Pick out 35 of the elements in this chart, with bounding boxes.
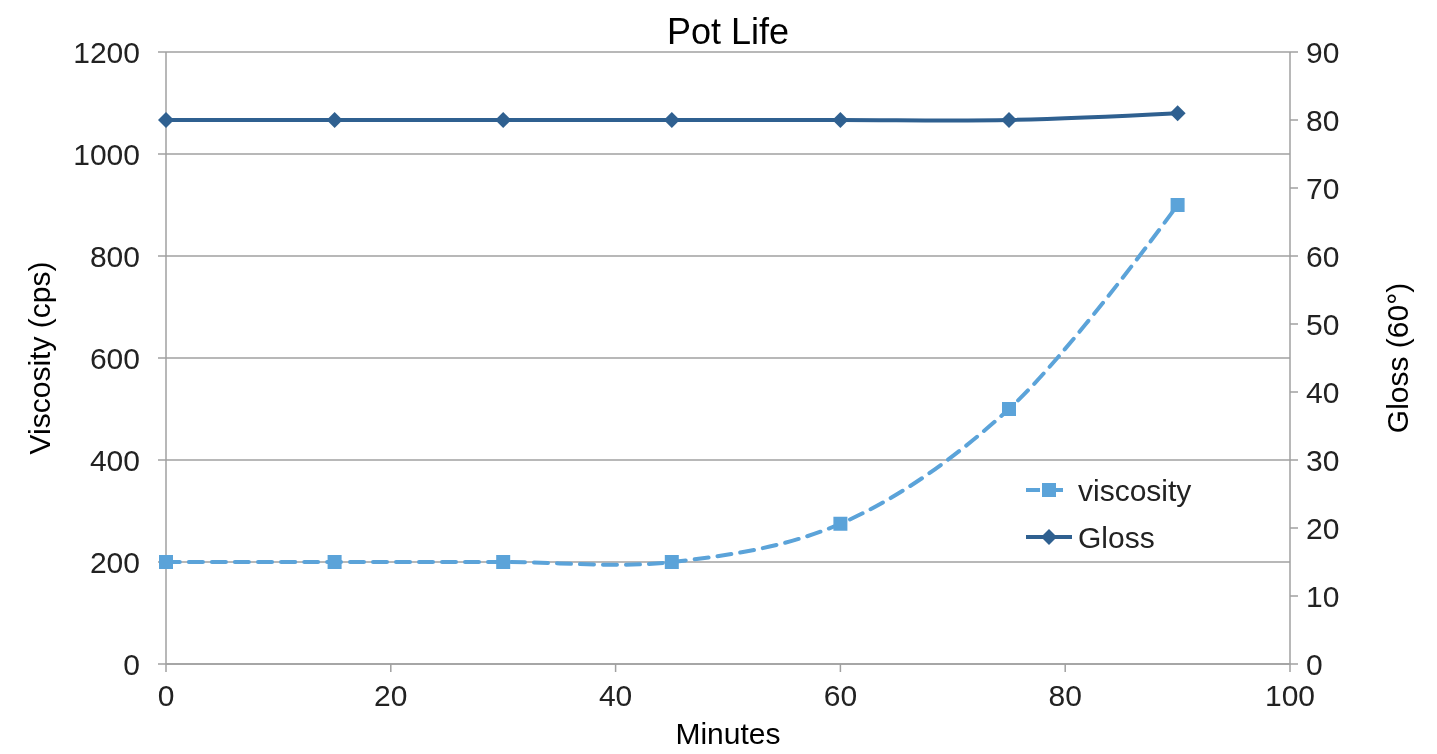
legend-label: Gloss xyxy=(1078,521,1155,554)
y2-tick-label: 60 xyxy=(1306,240,1340,273)
y-tick-label: 0 xyxy=(123,648,140,681)
point xyxy=(496,555,511,569)
y-axis-title: Viscosity (cps) xyxy=(23,261,56,455)
chart-title: Pot Life xyxy=(666,11,790,52)
y2-tick-label: 40 xyxy=(1306,376,1340,409)
y2-tick-label: 90 xyxy=(1306,36,1340,69)
legend-label: viscosity xyxy=(1078,474,1192,507)
y2-tick-label: 10 xyxy=(1306,580,1340,613)
point xyxy=(664,555,679,569)
y2-tick-label: 80 xyxy=(1306,104,1340,137)
point xyxy=(833,516,848,531)
x-axis-title: Minutes xyxy=(675,717,781,750)
y-tick-label: 600 xyxy=(89,342,140,375)
x-tick-label: 40 xyxy=(598,679,633,712)
y2-tick-label: 20 xyxy=(1306,512,1340,545)
x-tick-label: 20 xyxy=(374,679,408,712)
y-tick-label: 1000 xyxy=(73,138,140,171)
x-tick-label: 0 xyxy=(157,679,175,712)
x-tick-label: 80 xyxy=(1048,679,1082,712)
y2-tick-label: 50 xyxy=(1306,308,1340,341)
y2-tick-label: 70 xyxy=(1306,172,1340,205)
point xyxy=(1170,198,1185,212)
point xyxy=(1002,402,1016,416)
point xyxy=(327,555,342,569)
y-tick-label: 400 xyxy=(89,444,140,477)
y-tick-label: 200 xyxy=(89,546,140,579)
y-tick-label: 800 xyxy=(89,240,140,273)
y2-axis-title: Gloss (60°) xyxy=(1381,282,1414,434)
x-tick-label: 100 xyxy=(1264,679,1316,712)
x-tick-label: 60 xyxy=(823,679,858,712)
y2-tick-label: 0 xyxy=(1306,648,1323,681)
y2-tick-label: 30 xyxy=(1306,444,1340,477)
y-tick-label: 1200 xyxy=(73,36,140,69)
